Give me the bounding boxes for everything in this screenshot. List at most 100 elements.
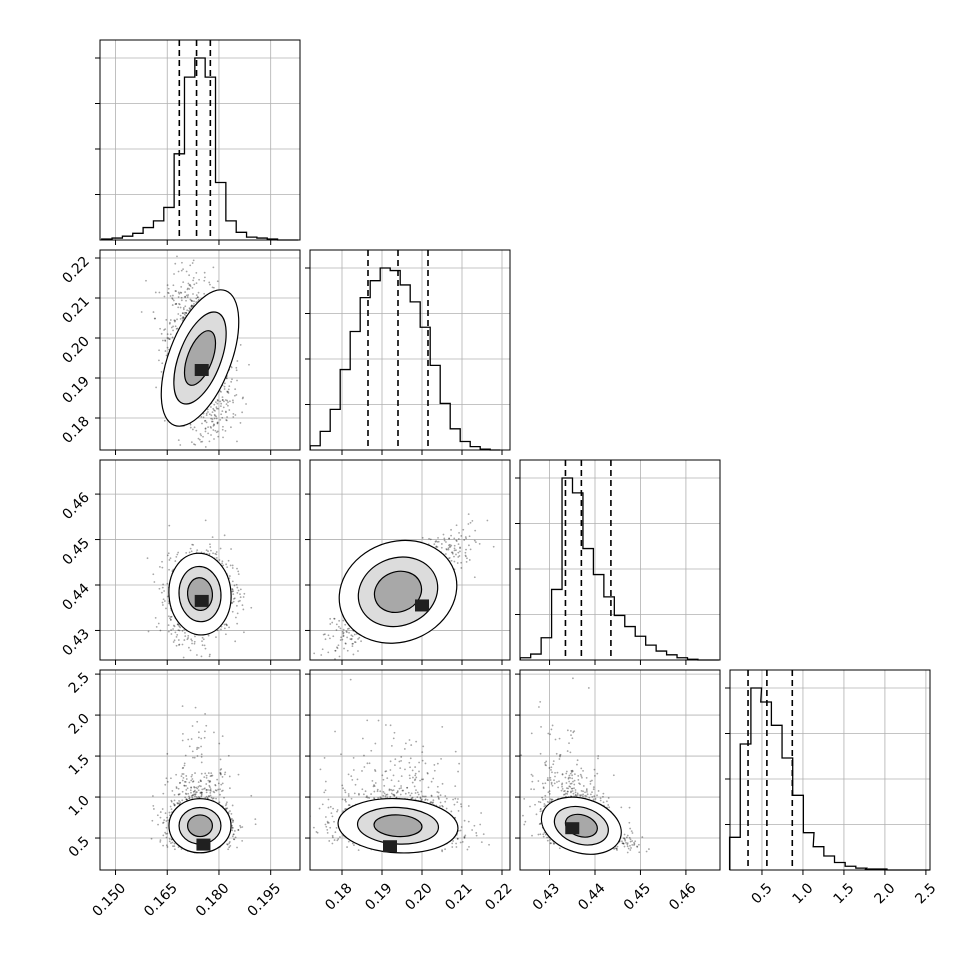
sample-point xyxy=(437,540,440,543)
sample-point xyxy=(223,388,226,390)
sample-point xyxy=(333,617,335,620)
sample-point xyxy=(182,316,185,319)
sample-point xyxy=(227,559,230,562)
sample-point xyxy=(221,416,224,419)
sample-point xyxy=(203,644,206,647)
sample-point xyxy=(204,430,207,433)
sample-point xyxy=(186,309,189,312)
sample-point xyxy=(193,785,195,788)
sample-point xyxy=(212,797,215,800)
sample-point xyxy=(455,524,458,527)
sample-point xyxy=(207,550,209,553)
sample-point xyxy=(239,599,241,602)
sample-point xyxy=(182,312,184,315)
sample-point xyxy=(164,812,167,815)
sample-point xyxy=(342,628,345,631)
sample-point xyxy=(223,627,226,630)
sample-point xyxy=(209,546,212,548)
histogram-bar xyxy=(410,302,420,450)
histogram-bar xyxy=(320,431,330,450)
sample-point xyxy=(455,549,457,552)
sample-point xyxy=(167,552,170,555)
sample-point xyxy=(193,426,196,429)
sample-point xyxy=(468,559,471,561)
sample-point xyxy=(447,548,450,551)
sample-point xyxy=(188,288,191,290)
sample-point xyxy=(175,327,178,330)
sample-point xyxy=(145,279,147,282)
sample-point xyxy=(236,567,238,570)
sample-point xyxy=(201,422,203,425)
sample-point xyxy=(190,489,192,491)
sample-point xyxy=(248,363,250,366)
sample-point xyxy=(216,422,219,424)
sample-point xyxy=(338,619,341,622)
sample-point xyxy=(457,551,460,554)
sample-point xyxy=(526,512,528,514)
sample-point xyxy=(212,424,215,427)
sample-point xyxy=(234,640,237,643)
sample-point xyxy=(314,665,316,667)
histogram-bar xyxy=(761,702,772,870)
histogram-bar xyxy=(562,478,572,660)
sample-point xyxy=(442,533,445,536)
sample-point xyxy=(189,298,192,301)
sample-point xyxy=(321,648,324,651)
sample-point xyxy=(161,808,164,810)
sample-point xyxy=(190,299,193,302)
histogram-bar xyxy=(583,549,593,660)
sample-point xyxy=(443,537,446,540)
sample-point xyxy=(170,629,172,631)
sample-point xyxy=(183,639,186,641)
sample-point xyxy=(215,551,218,553)
sample-point xyxy=(164,831,167,834)
sample-point xyxy=(181,261,183,264)
sample-point xyxy=(231,602,234,604)
density-peak xyxy=(194,364,209,376)
sample-point xyxy=(230,817,233,820)
sample-point xyxy=(440,543,443,545)
sample-point xyxy=(350,634,353,637)
sample-point xyxy=(157,622,160,625)
sample-point xyxy=(192,276,195,279)
sample-point xyxy=(200,434,203,437)
sample-point xyxy=(228,409,231,411)
sample-point xyxy=(223,773,226,776)
sample-point xyxy=(209,425,212,428)
sample-point xyxy=(241,455,243,457)
sample-point xyxy=(197,291,200,294)
sample-point xyxy=(231,378,233,381)
sample-point xyxy=(189,264,192,267)
sample-point xyxy=(175,302,178,305)
sample-point xyxy=(453,547,456,550)
sample-point xyxy=(227,404,229,407)
sample-point xyxy=(227,754,230,757)
sample-point xyxy=(207,411,209,413)
sample-point xyxy=(203,787,206,790)
sample-point xyxy=(345,630,348,633)
sample-point xyxy=(171,304,174,306)
sample-point xyxy=(211,536,214,539)
sample-point xyxy=(341,638,344,641)
sample-point xyxy=(225,807,228,810)
histogram-bar xyxy=(593,575,603,660)
sample-point xyxy=(232,401,235,404)
sample-point xyxy=(239,596,242,599)
sample-point xyxy=(192,756,194,759)
histogram-outline xyxy=(101,57,299,241)
sample-point xyxy=(207,779,210,782)
sample-point xyxy=(193,283,196,286)
sample-point xyxy=(192,790,195,793)
sample-point xyxy=(215,406,218,409)
sample-point xyxy=(449,543,451,546)
sample-point xyxy=(190,305,193,308)
sample-point xyxy=(200,655,203,658)
sample-point xyxy=(165,607,167,610)
sample-point xyxy=(178,302,180,305)
sample-point xyxy=(227,392,230,394)
sample-point xyxy=(158,359,160,362)
sample-point xyxy=(346,631,348,634)
sample-point xyxy=(176,623,179,626)
sample-point xyxy=(210,406,212,408)
histogram-bar xyxy=(184,77,194,240)
